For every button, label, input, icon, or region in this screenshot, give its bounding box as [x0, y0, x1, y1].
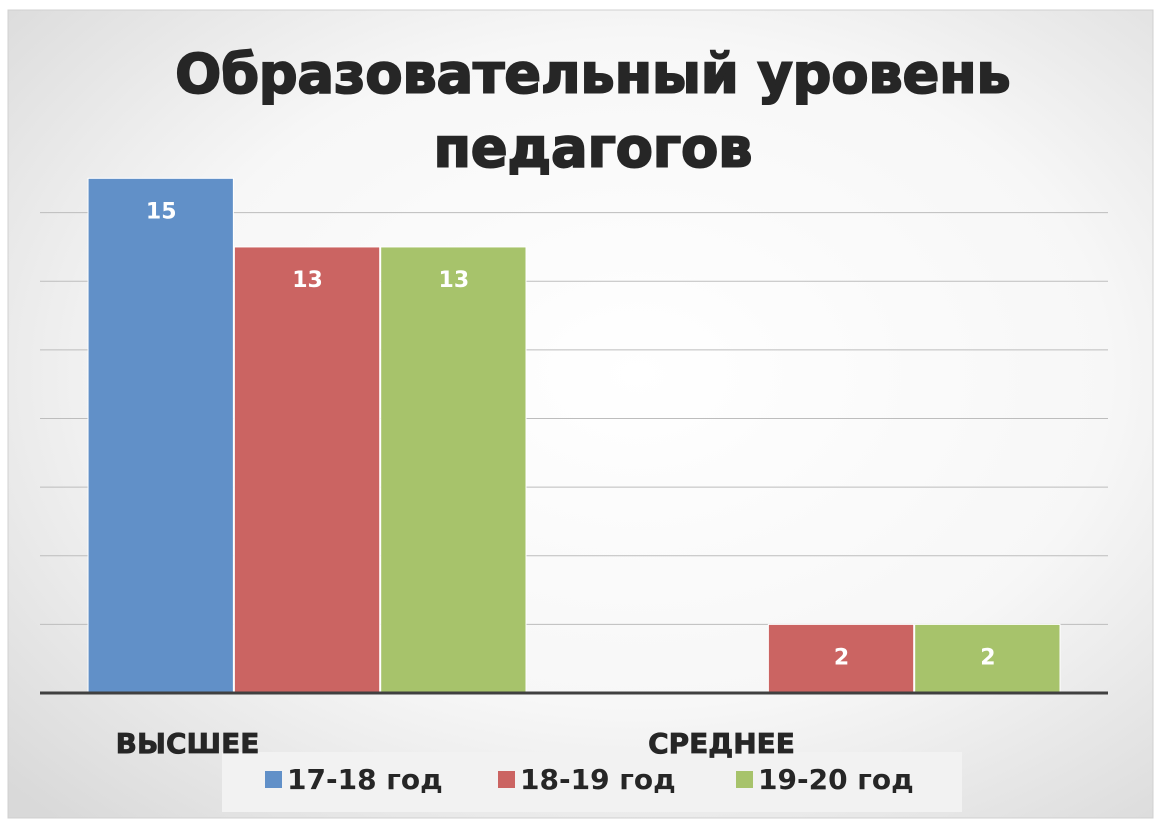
data-label: 13	[292, 268, 323, 293]
chart-title: Образовательный уровень	[175, 43, 1010, 106]
legend-swatch	[736, 771, 753, 788]
legend-swatch	[265, 771, 282, 788]
data-label: 15	[146, 199, 177, 224]
x-tick-label: СРЕДНЕЕ	[648, 727, 795, 760]
x-tick-label: ВЫСШЕЕ	[116, 727, 260, 760]
legend-label: 19-20 год	[758, 763, 914, 796]
legend-swatch	[498, 771, 515, 788]
legend-label: 18-19 год	[520, 763, 676, 796]
data-label: 13	[439, 268, 470, 293]
data-label: 2	[834, 645, 849, 670]
bar	[914, 623, 1061, 694]
bar	[380, 246, 527, 694]
chart-title: педагогов	[434, 117, 753, 180]
bar	[767, 623, 915, 694]
legend-label: 17-18 год	[287, 763, 443, 796]
bar	[233, 246, 381, 694]
legend-background	[222, 752, 962, 812]
bar	[87, 177, 234, 694]
data-label: 2	[980, 645, 995, 670]
